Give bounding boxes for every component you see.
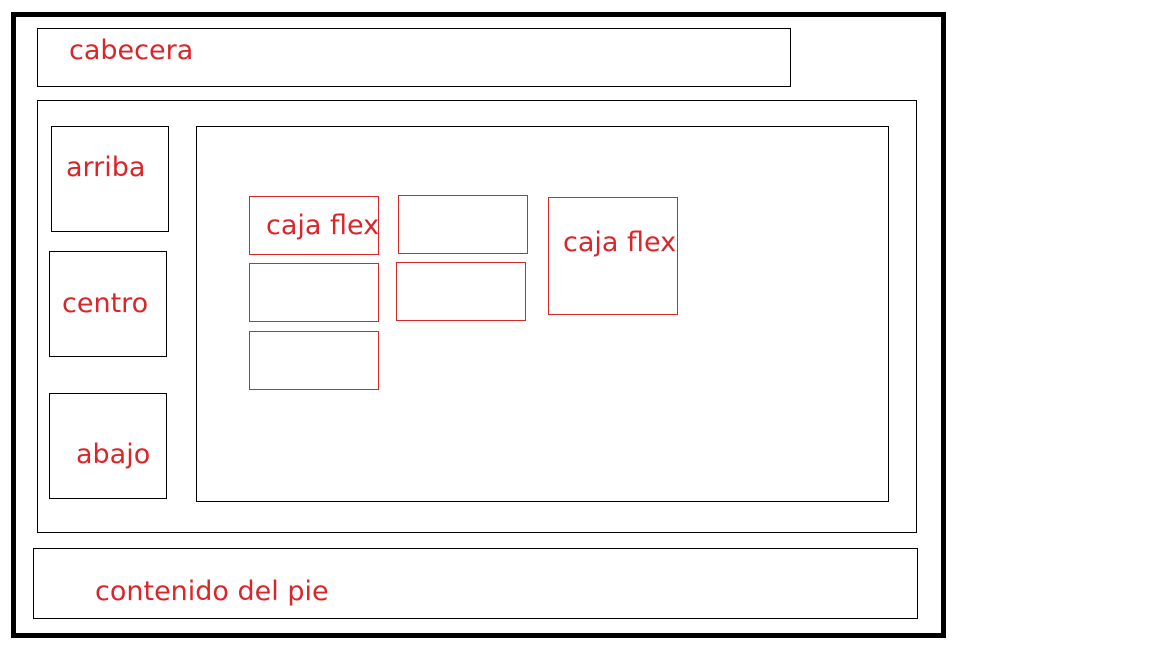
flex-box-5 [396, 262, 526, 321]
flex-box-4 [249, 263, 379, 322]
footer-label: contenido del pie [95, 576, 329, 607]
header-label: cabecera [69, 35, 194, 66]
sidebar-top-box [51, 126, 169, 232]
flex-box-1 [249, 196, 379, 255]
flex-box-2 [398, 195, 528, 254]
body-container [37, 100, 917, 533]
footer-box [33, 548, 918, 619]
flex-box-6 [249, 331, 379, 390]
sidebar-bottom-box [49, 393, 167, 499]
flex-box-3 [548, 197, 678, 315]
sidebar-middle-label: centro [62, 288, 149, 319]
sidebar-middle-box [49, 251, 167, 357]
sidebar-bottom-label: abajo [76, 439, 151, 470]
page-frame [11, 12, 946, 638]
header-box [37, 28, 791, 87]
main-content-box [196, 126, 889, 502]
flex-box-3-label: caja flex [563, 227, 677, 258]
flex-box-1-label: caja flex [266, 210, 380, 241]
sidebar-top-label: arriba [66, 152, 146, 183]
